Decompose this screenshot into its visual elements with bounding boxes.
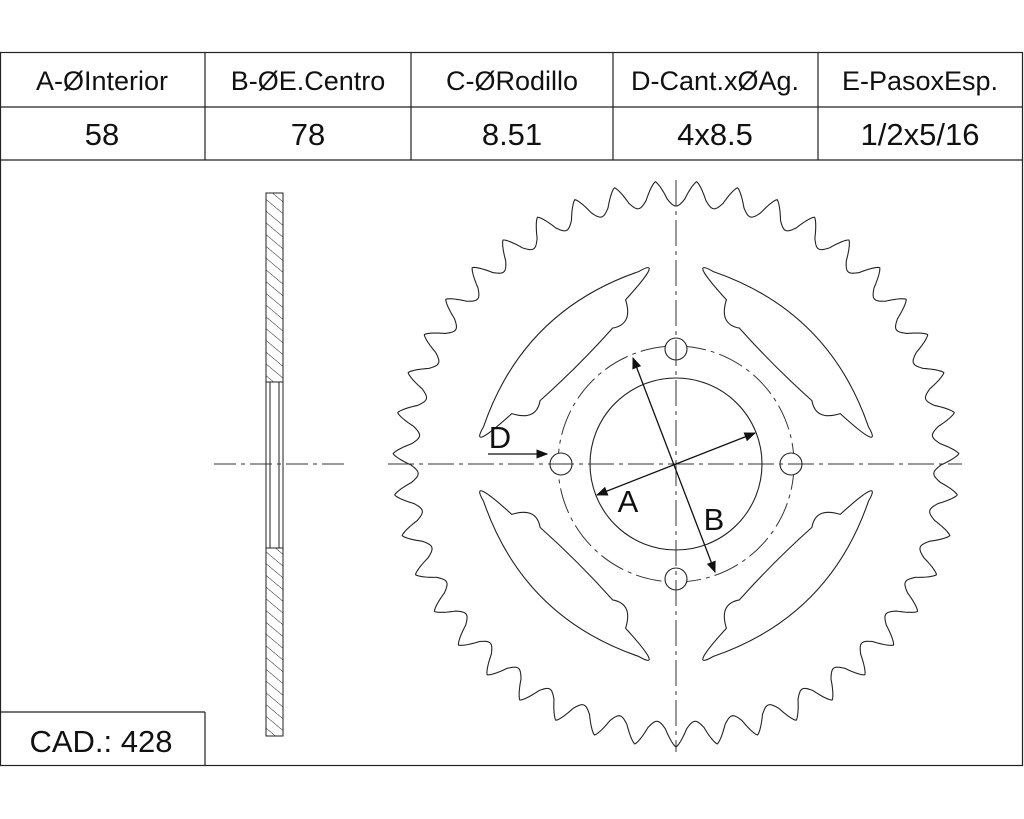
lightening-window: [702, 490, 873, 661]
callout-a-label: A: [618, 484, 639, 519]
header-c-rodillo: C-ØRodillo: [446, 66, 578, 96]
dimension-b-arrow: [632, 356, 716, 574]
value-d-cantidad: 4x8.5: [677, 117, 753, 152]
value-b-centro: 78: [291, 117, 325, 152]
callout-b-label: B: [704, 502, 725, 537]
cad-label: CAD.: 428: [29, 724, 172, 759]
cad-box: CAD.: 428: [0, 711, 206, 766]
section-bore: [265, 381, 284, 549]
value-a-interior: 58: [85, 117, 119, 152]
side-section-view: [214, 192, 345, 737]
header-b-centro: B-ØE.Centro: [231, 66, 386, 96]
value-e-paso: 1/2x5/16: [861, 117, 980, 152]
spec-table: A-ØInterior B-ØE.Centro C-ØRodillo D-Can…: [0, 52, 1022, 161]
value-c-rodillo: 8.51: [482, 117, 542, 152]
sprocket-front-view: A B D: [388, 180, 962, 752]
lightening-windows: [479, 267, 873, 661]
lightening-window: [702, 267, 873, 438]
header-a-interior: A-ØInterior: [36, 66, 168, 96]
header-e-paso: E-PasoxEsp.: [842, 66, 998, 96]
callout-d-label: D: [489, 420, 511, 455]
drawing-frame: [0, 51, 1024, 767]
lightening-window: [479, 490, 650, 661]
lightening-window: [479, 267, 650, 438]
header-d-cantidad: D-Cant.xØAg.: [631, 66, 799, 96]
section-hatch-upper: [265, 192, 284, 383]
section-hatch-lower: [265, 547, 284, 737]
